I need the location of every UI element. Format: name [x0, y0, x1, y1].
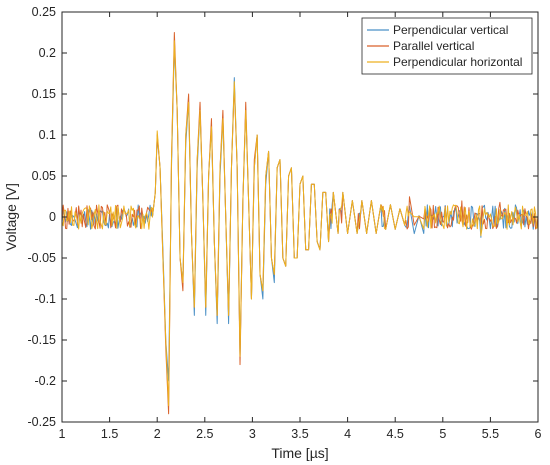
x-tick-label: 5.5	[482, 427, 499, 441]
legend: Perpendicular vertical Parallel vertical P…	[361, 17, 533, 75]
y-tick-label: 0.2	[39, 46, 56, 60]
legend-label: Parallel vertical	[393, 39, 474, 53]
y-axis-ticks: -0.25 -0.2 -0.15 -0.1 -0.05 0 0.05 0.1 0.15 0.2 0.…	[28, 5, 538, 429]
x-tick-label: 6	[535, 427, 542, 441]
y-tick-label: 0.15	[32, 87, 56, 101]
y-tick-label: -0.1	[34, 292, 56, 306]
y-tick-label: 0.25	[32, 5, 56, 19]
y-tick-label: 0.05	[32, 169, 56, 183]
x-axis-ticks: 1 1.5 2 2.5 3 3.5 4 4.5 5 5.5 6	[59, 12, 542, 441]
y-tick-label: 0	[49, 210, 56, 224]
x-tick-label: 3	[249, 427, 256, 441]
y-tick-label: -0.05	[28, 251, 57, 265]
y-tick-label: -0.2	[34, 374, 56, 388]
x-tick-label: 1	[59, 427, 66, 441]
x-tick-label: 4	[344, 427, 351, 441]
plot-area	[62, 32, 538, 415]
y-tick-label: 0.1	[39, 128, 56, 142]
x-tick-label: 5	[439, 427, 446, 441]
x-axis-label: Time [µs]	[271, 445, 328, 461]
series-line-2	[62, 40, 538, 407]
y-axis-label: Voltage [V]	[3, 183, 19, 251]
x-tick-label: 3.5	[291, 427, 308, 441]
x-tick-label: 4.5	[387, 427, 404, 441]
legend-box	[361, 17, 533, 75]
x-tick-label: 2	[154, 427, 161, 441]
legend-label: Perpendicular vertical	[393, 23, 508, 37]
legend-label: Perpendicular horizontal	[393, 55, 522, 69]
x-tick-label: 1.5	[101, 427, 118, 441]
x-tick-label: 2.5	[196, 427, 213, 441]
y-tick-label: -0.25	[28, 415, 57, 429]
y-tick-label: -0.15	[28, 333, 57, 347]
